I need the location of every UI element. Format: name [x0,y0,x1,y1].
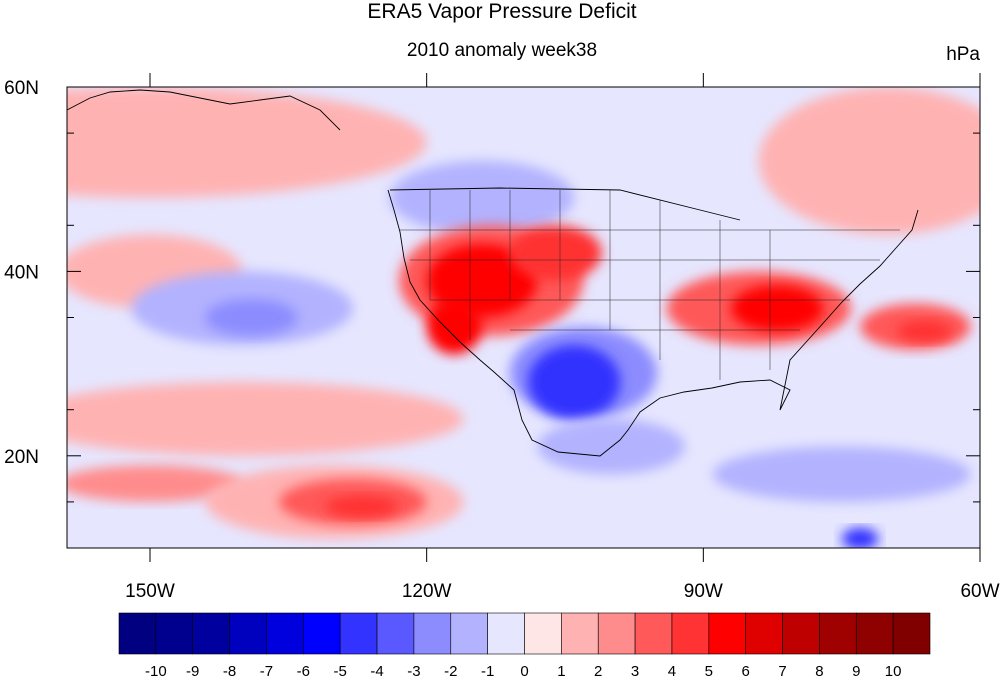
colorbar-swatch [413,612,452,655]
colorbar-swatch [561,612,599,655]
colorbar-label: -8 [223,663,236,680]
colorbar-swatch [376,612,415,655]
anomaly-pacific-north-pink [67,87,427,198]
anomaly-pacific-sw-pink [67,382,464,456]
anomaly-regions [67,87,980,548]
colorbar-swatch [450,612,488,655]
colorbar-swatch [303,612,341,655]
colorbar-swatch [855,612,894,655]
anomaly-hawaii-pink [67,465,243,502]
figure-subtitle: 2010 anomaly week38 [406,40,598,61]
colorbar-label: 2 [594,663,602,680]
colorbar-label: 3 [631,663,639,680]
x-tick-label: 90W [684,581,723,602]
state-borders [400,190,900,380]
anomaly-northwest-blue [389,160,575,235]
colorbar-swatch [671,612,710,655]
colorbar-label: -9 [186,663,199,680]
axis-ticks: 150W 120W 90W 60W 60N 40N 20N [4,73,1000,602]
colorbar-swatch [819,612,857,655]
anomaly-atlantic-red-core [897,320,953,343]
anomaly-southwest-blue-core [528,345,621,419]
colorbar-swatch [229,612,267,655]
y-tick-label: 60N [4,78,39,99]
colorbar-swatch [745,612,783,655]
colorbar-label: 0 [520,663,528,680]
colorbar-label: 4 [668,663,676,680]
colorbar-label: 9 [852,663,860,680]
colorbar-label: 6 [742,663,750,680]
anomaly-southern-blue [841,527,879,548]
anomaly-west-us-red-core [426,243,538,318]
colorbar-swatch [634,612,673,655]
colorbar-swatch [524,612,562,655]
colorbar: -10 -9 -8 -7 -6 -5 -4 -3 -2 -1 0 1 2 3 4 5 6 7 8 9 10 [118,612,931,680]
anomaly-colorado-red [509,225,602,281]
colorbar-label: -5 [334,663,347,680]
x-tick-label: 150W [125,581,175,602]
colorbar-swatch [339,612,378,655]
colorbar-label: -6 [297,663,310,680]
colorbar-swatch [708,612,746,655]
anomaly-pacific-blue-30n-core [205,299,298,336]
colorbar-label: 5 [705,663,713,680]
colorbar-swatch [782,612,820,655]
colorbar-label: -4 [370,663,383,680]
colorbar-label: 7 [778,663,786,680]
colorbar-label: 10 [885,663,902,680]
colorbar-label: -10 [145,663,167,680]
coastline [67,89,919,457]
colorbar-swatch [192,612,230,655]
colorbar-swatch [597,612,636,655]
anomaly-southeast-us-red-core [731,285,824,332]
colorbar-swatch [487,612,525,655]
x-tick-label: 120W [402,581,452,602]
figure-title: ERA5 Vapor Pressure Deficit [367,0,637,23]
y-tick-label: 20N [4,447,39,468]
colorbar-swatch [892,612,931,655]
colorbar-swatch [118,612,157,655]
colorbar-label: 8 [815,663,823,680]
colorbar-label: -2 [444,663,457,680]
y-tick-label: 40N [4,262,39,283]
colorbar-label: 1 [557,663,565,680]
anomaly-atlantic-north-pink [758,87,980,235]
colorbar-label: -3 [407,663,420,680]
anomaly-socal-red [426,299,483,355]
anomaly-caribbean-blue [712,446,971,502]
colorbar-swatch [266,612,304,655]
x-tick-label: 60W [960,581,999,602]
colorbar-label: -1 [481,663,494,680]
anomaly-east-pacific-tropical-warm-peak [325,495,399,518]
colorbar-swatch [155,612,194,655]
units-label: hPa [946,44,980,65]
colorbar-label: -7 [260,663,273,680]
